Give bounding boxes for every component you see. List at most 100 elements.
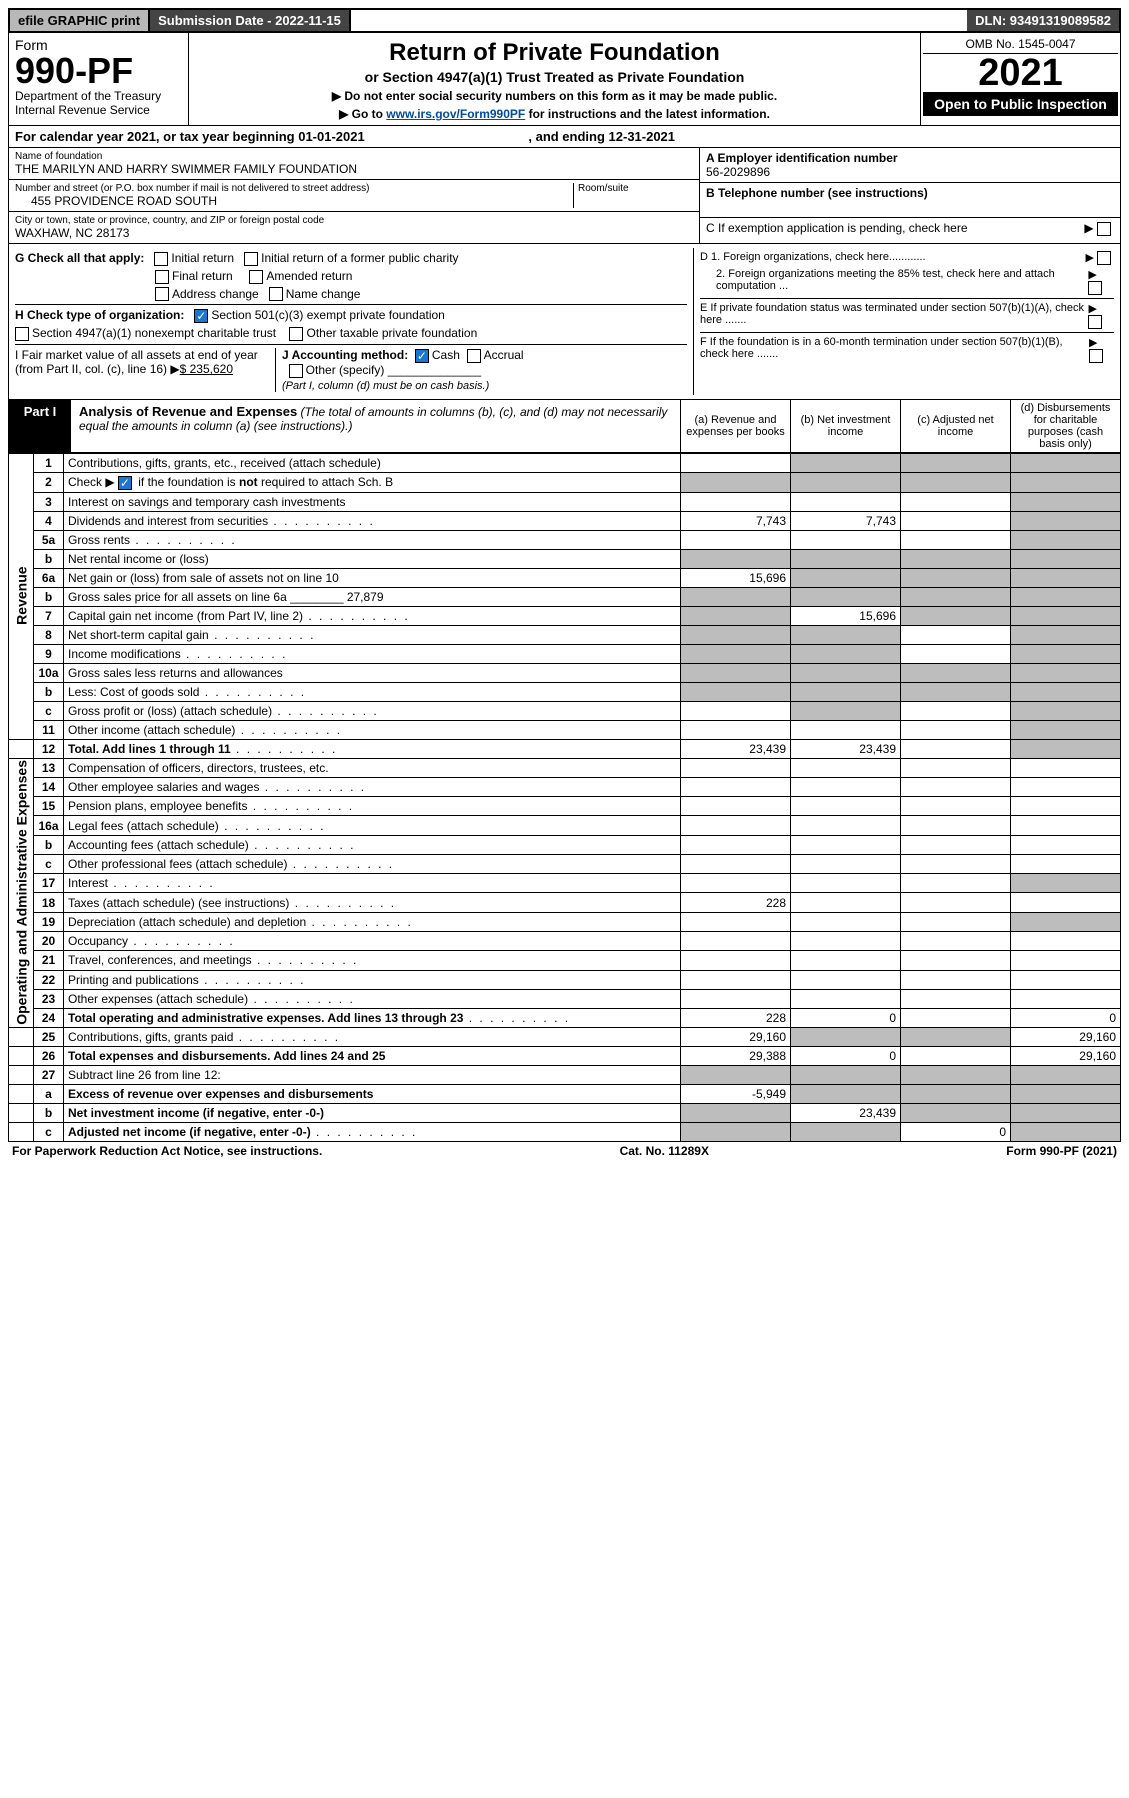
checks-area: G Check all that apply: Initial return I… bbox=[8, 244, 1121, 400]
l8-no: 8 bbox=[34, 625, 64, 644]
foundation-name: THE MARILYN AND HARRY SWIMMER FAMILY FOU… bbox=[15, 162, 693, 176]
l7-desc: Capital gain net income (from Part IV, l… bbox=[64, 606, 681, 625]
g-name: Name change bbox=[286, 287, 361, 301]
note2-post: for instructions and the latest informat… bbox=[529, 107, 770, 121]
l13-desc: Compensation of officers, directors, tru… bbox=[64, 758, 681, 777]
part1-table: Revenue 1 Contributions, gifts, grants, … bbox=[8, 453, 1121, 1143]
l2-checkbox[interactable]: ✓ bbox=[118, 476, 132, 490]
footer: For Paperwork Reduction Act Notice, see … bbox=[8, 1142, 1121, 1160]
irs-link[interactable]: www.irs.gov/Form990PF bbox=[386, 107, 525, 121]
l27c-desc: Adjusted net income (if negative, enter … bbox=[64, 1123, 681, 1142]
l11-no: 11 bbox=[34, 720, 64, 739]
l11-desc: Other income (attach schedule) bbox=[64, 720, 681, 739]
g-final-checkbox[interactable] bbox=[155, 270, 169, 284]
d1-checkbox[interactable] bbox=[1097, 251, 1111, 265]
l18-a: 228 bbox=[681, 893, 791, 912]
h-other-tax-checkbox[interactable] bbox=[289, 327, 303, 341]
j-note: (Part I, column (d) must be on cash basi… bbox=[282, 380, 489, 392]
c-label: C If exemption application is pending, c… bbox=[706, 221, 968, 235]
c-row: C If exemption application is pending, c… bbox=[700, 218, 1120, 239]
l27-desc: Subtract line 26 from line 12: bbox=[64, 1066, 681, 1085]
l19-no: 19 bbox=[34, 912, 64, 931]
l25-a: 29,160 bbox=[681, 1028, 791, 1047]
part1-label: Part I bbox=[9, 400, 71, 452]
c-checkbox[interactable] bbox=[1097, 222, 1111, 236]
l27a-desc: Excess of revenue over expenses and disb… bbox=[64, 1085, 681, 1104]
g-line3: Address change Name change bbox=[15, 287, 687, 302]
f-checkbox[interactable] bbox=[1089, 349, 1103, 363]
l5b-no: b bbox=[34, 549, 64, 568]
j-other: Other (specify) bbox=[306, 363, 385, 377]
open-inspection: Open to Public Inspection bbox=[923, 92, 1118, 116]
col-d-hdr: (d) Disbursements for charitable purpose… bbox=[1010, 400, 1120, 452]
g-initial-former-checkbox[interactable] bbox=[244, 252, 258, 266]
l14-desc: Other employee salaries and wages bbox=[64, 777, 681, 796]
col-a-hdr: (a) Revenue and expenses per books bbox=[680, 400, 790, 452]
g-initial-checkbox[interactable] bbox=[154, 252, 168, 266]
j-other-checkbox[interactable] bbox=[289, 364, 303, 378]
l24-a: 228 bbox=[681, 1009, 791, 1028]
efile-badge[interactable]: efile GRAPHIC print bbox=[10, 10, 150, 31]
l24-desc: Total operating and administrative expen… bbox=[64, 1009, 681, 1028]
ein: 56-2029896 bbox=[706, 165, 1114, 179]
l3-desc: Interest on savings and temporary cash i… bbox=[64, 492, 681, 511]
h-4947: Section 4947(a)(1) nonexempt charitable … bbox=[32, 326, 276, 340]
l26-a: 29,388 bbox=[681, 1047, 791, 1066]
footer-mid: Cat. No. 11289X bbox=[620, 1144, 709, 1158]
name-label: Name of foundation bbox=[15, 151, 693, 162]
l16c-no: c bbox=[34, 854, 64, 873]
l23-desc: Other expenses (attach schedule) bbox=[64, 989, 681, 1008]
l10b-no: b bbox=[34, 682, 64, 701]
l19-desc: Depreciation (attach schedule) and deple… bbox=[64, 912, 681, 931]
g-label: G Check all that apply: bbox=[15, 251, 144, 265]
form-header: Form 990-PF Department of the Treasury I… bbox=[8, 33, 1121, 126]
info-right: A Employer identification number 56-2029… bbox=[700, 148, 1120, 243]
h-label: H Check type of organization: bbox=[15, 308, 184, 322]
l22-no: 22 bbox=[34, 970, 64, 989]
calyear-pre: For calendar year 2021, or tax year begi… bbox=[15, 129, 365, 144]
l12-no: 12 bbox=[34, 739, 64, 758]
phone-label: B Telephone number (see instructions) bbox=[706, 186, 928, 200]
l24-no: 24 bbox=[34, 1009, 64, 1028]
l10c-desc: Gross profit or (loss) (attach schedule) bbox=[64, 701, 681, 720]
ein-row: A Employer identification number 56-2029… bbox=[700, 148, 1120, 183]
l18-no: 18 bbox=[34, 893, 64, 912]
j-cash-checkbox[interactable]: ✓ bbox=[415, 349, 429, 363]
d2-checkbox[interactable] bbox=[1088, 281, 1102, 295]
l4-desc: Dividends and interest from securities bbox=[64, 511, 681, 530]
l26-d: 29,160 bbox=[1011, 1047, 1121, 1066]
l15-desc: Pension plans, employee benefits bbox=[64, 797, 681, 816]
address: 455 PROVIDENCE ROAD SOUTH bbox=[15, 194, 573, 208]
l27a-a: -5,949 bbox=[681, 1085, 791, 1104]
city-label: City or town, state or province, country… bbox=[15, 215, 693, 226]
g-amended-checkbox[interactable] bbox=[249, 270, 263, 284]
j-cash: Cash bbox=[432, 348, 460, 362]
info-grid: Name of foundation THE MARILYN AND HARRY… bbox=[8, 148, 1121, 244]
h-4947-checkbox[interactable] bbox=[15, 327, 29, 341]
part1-header: Part I Analysis of Revenue and Expenses … bbox=[8, 400, 1121, 453]
g-final: Final return bbox=[172, 269, 233, 283]
l4-a: 7,743 bbox=[681, 511, 791, 530]
info-left: Name of foundation THE MARILYN AND HARRY… bbox=[9, 148, 700, 243]
g-name-checkbox[interactable] bbox=[269, 287, 283, 301]
h-line: H Check type of organization: ✓Section 5… bbox=[15, 304, 687, 323]
l6a-no: 6a bbox=[34, 568, 64, 587]
g-addr-checkbox[interactable] bbox=[155, 287, 169, 301]
l20-no: 20 bbox=[34, 932, 64, 951]
l27a-no: a bbox=[34, 1085, 64, 1104]
l10c-no: c bbox=[34, 701, 64, 720]
j-accrual-checkbox[interactable] bbox=[467, 349, 481, 363]
room-label: Room/suite bbox=[578, 183, 693, 194]
h-501c3-checkbox[interactable]: ✓ bbox=[194, 309, 208, 323]
form-title: Return of Private Foundation bbox=[197, 39, 912, 67]
l26-no: 26 bbox=[34, 1047, 64, 1066]
expenses-side-label: Operating and Administrative Expenses bbox=[9, 758, 34, 1028]
footer-left: For Paperwork Reduction Act Notice, see … bbox=[12, 1144, 322, 1158]
header-left: Form 990-PF Department of the Treasury I… bbox=[9, 33, 189, 125]
l7-no: 7 bbox=[34, 606, 64, 625]
e-checkbox[interactable] bbox=[1088, 315, 1102, 329]
dln-number: DLN: 93491319089582 bbox=[967, 10, 1119, 31]
col-b-hdr: (b) Net investment income bbox=[790, 400, 900, 452]
dept-label: Department of the Treasury bbox=[15, 89, 182, 103]
form-number: 990-PF bbox=[15, 53, 182, 89]
